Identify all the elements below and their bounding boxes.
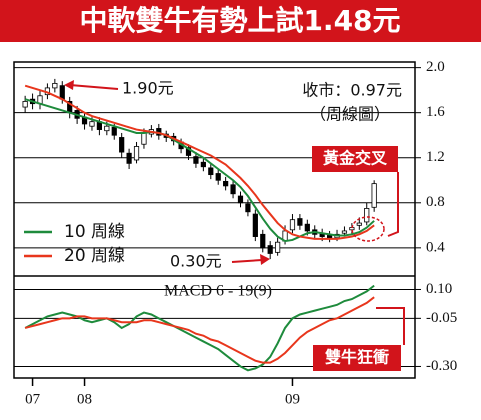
- y-tick-label: 2.0: [426, 59, 445, 75]
- series-line: [24, 296, 375, 364]
- candle-body: [193, 156, 199, 164]
- highlight-circle: [351, 216, 385, 242]
- candle-body: [341, 230, 348, 234]
- arrow-head: [64, 80, 74, 90]
- y-tick-label: 1.2: [426, 149, 445, 165]
- annotation: （周線圖）: [310, 105, 390, 124]
- x-tick-label: 07: [25, 391, 41, 407]
- candle-body: [252, 213, 258, 237]
- x-tick-label: 09: [285, 391, 300, 407]
- y-tick-label: 0.4: [426, 239, 445, 255]
- candle-body: [275, 241, 281, 253]
- candle-body: [289, 219, 296, 231]
- candle-body: [364, 208, 370, 223]
- candle-body: [267, 245, 273, 254]
- arrow: [231, 259, 263, 263]
- annotation: 雙牛狂衝: [325, 348, 389, 367]
- candle-body: [356, 222, 362, 226]
- candle-body: [52, 83, 58, 89]
- candle-body: [371, 183, 377, 208]
- arrow-head: [260, 254, 270, 265]
- panel-title: MACD 6 - 19(9): [164, 283, 272, 300]
- candle-body: [297, 218, 303, 226]
- arrow: [69, 84, 119, 90]
- candle-body: [200, 161, 206, 168]
- candle-body: [104, 125, 110, 132]
- candle-body: [119, 137, 125, 153]
- candle-body: [223, 180, 229, 187]
- candle-body: [230, 184, 236, 195]
- candle-body: [133, 146, 140, 161]
- candle-body: [215, 173, 221, 181]
- chart-title: 中軟雙牛有勢上試1.48元: [79, 4, 400, 37]
- candle-body: [89, 121, 95, 127]
- annotation-box: [313, 345, 401, 371]
- candle-body: [245, 203, 251, 213]
- candle-body: [260, 233, 266, 249]
- title-bar: [0, 0, 481, 42]
- arrow: [376, 307, 405, 345]
- candle-body: [304, 223, 310, 232]
- y-tick-label: -0.30: [426, 358, 457, 374]
- annotation-box: [312, 146, 398, 172]
- series-line: [24, 98, 375, 243]
- y-tick-label: 0.10: [426, 281, 452, 297]
- arrow: [387, 172, 399, 237]
- annotation: 黃金交叉: [322, 149, 388, 168]
- series-line: [24, 284, 375, 372]
- y-tick-label: 0.8: [426, 194, 445, 210]
- series-line: [24, 84, 375, 240]
- y-tick-label: -0.05: [426, 310, 457, 326]
- candle-body: [141, 132, 147, 145]
- candle-body: [111, 126, 117, 136]
- annotation: 收市：0.97元: [302, 81, 402, 100]
- candle-body: [22, 101, 28, 108]
- annotation: 0.30元: [170, 252, 222, 271]
- candle-body: [59, 85, 65, 100]
- candle-body: [208, 167, 214, 176]
- candle-body: [237, 195, 244, 204]
- legend-label: 20 周線: [64, 246, 125, 266]
- legend-label: 10 周線: [64, 222, 125, 242]
- annotation: 1.90元: [122, 79, 174, 98]
- plot-frame: [13, 61, 416, 379]
- y-tick-label: 1.6: [426, 104, 445, 120]
- plot-area: 2.0 1.6 1.2 0.8 0.4 10 周線 20 周線 0.10 -0.05 -0.30 0…: [14, 59, 457, 407]
- candle-body: [126, 152, 132, 164]
- x-tick-label: 08: [77, 391, 92, 407]
